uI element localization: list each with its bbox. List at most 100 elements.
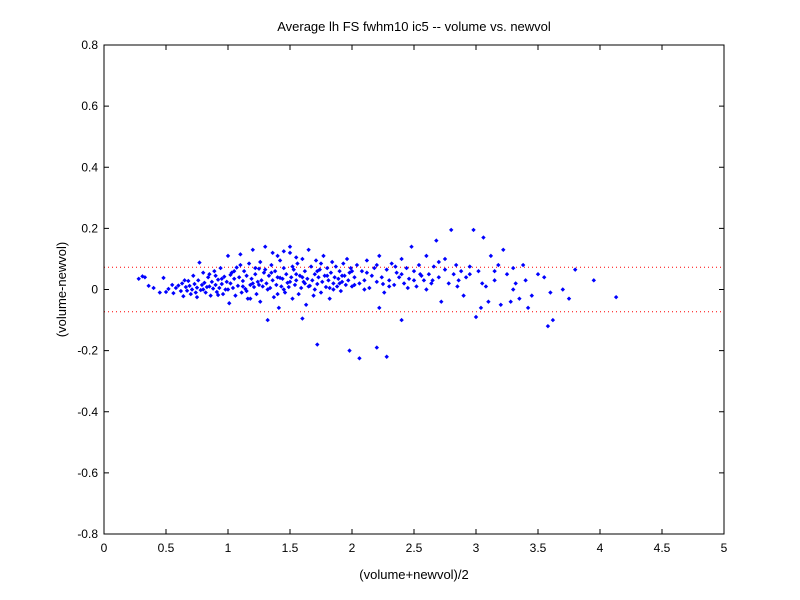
data-point [193,290,198,295]
data-point [254,291,259,297]
data-point [189,287,195,292]
data-point [306,284,311,289]
chart-title: Average lh FS fwhm10 ic5 -- volume vs. n… [277,19,551,34]
data-point [256,282,262,288]
data-point [275,253,280,259]
data-point [228,272,233,278]
data-point [357,356,362,361]
data-point [394,270,399,275]
data-point [281,287,286,292]
data-point [354,262,360,268]
data-point [456,278,461,283]
data-point [264,281,269,286]
y-tick-label: 0.8 [81,38,98,52]
data-point [296,291,301,297]
data-point [352,282,357,288]
data-point [488,253,494,259]
data-point [461,293,466,298]
data-point [276,305,282,311]
data-point [274,282,279,288]
data-point [186,278,191,284]
data-point [406,276,412,282]
y-tick-label: -0.2 [77,344,98,358]
data-point [362,278,367,283]
data-point [323,284,329,290]
data-point [203,290,208,295]
data-point [321,253,326,259]
data-point [188,291,193,297]
data-point [352,275,357,280]
data-point [508,299,513,304]
data-point [453,262,459,268]
data-point [277,275,283,281]
data-point [271,294,277,300]
data-point [377,305,382,311]
data-point [306,247,311,252]
data-point [473,314,479,320]
x-tick-label: 0.5 [158,541,175,555]
data-point [442,256,448,262]
data-point [331,281,336,286]
data-point [224,279,229,285]
data-point [357,281,362,286]
data-point [504,272,510,277]
x-tick-label: 2 [349,541,356,555]
data-point [399,317,404,323]
data-point [269,262,274,268]
data-point [308,264,314,269]
data-point [362,287,367,292]
data-point [191,273,196,278]
data-point [246,261,252,266]
data-point [404,265,409,271]
data-point [292,282,298,288]
x-tick-label: 1 [225,541,232,555]
data-point [409,244,414,249]
data-point [266,273,272,278]
data-point [287,279,293,285]
data-point [550,317,556,323]
data-point [218,265,223,271]
data-point [316,275,321,280]
data-point [322,273,327,278]
data-point [315,281,320,287]
data-point [140,274,145,279]
data-point [176,283,181,288]
data-point [208,293,213,298]
data-point [238,262,243,268]
x-tick-label: 3.5 [530,541,547,555]
data-point [240,284,246,289]
data-point [387,284,392,289]
data-point [545,323,551,329]
data-point [481,235,486,240]
data-point [431,264,437,269]
data-point [300,256,305,262]
data-point [339,273,345,278]
data-point [535,272,541,277]
data-point [364,258,370,263]
data-point [434,238,439,243]
data-point [342,273,347,278]
data-point [302,268,308,274]
data-point [181,294,186,299]
data-point [312,272,317,277]
data-point [387,278,392,283]
data-point [256,266,262,271]
data-point [393,264,398,269]
data-point [346,278,351,283]
data-point [197,260,202,265]
data-point [270,250,275,256]
data-point [328,270,334,275]
data-point [300,275,305,280]
data-point [331,287,336,292]
data-point [210,286,216,291]
data-point [302,281,308,286]
data-point [436,275,441,280]
data-point [222,274,227,279]
data-point [486,299,491,304]
data-point [332,275,337,280]
x-tick-label: 1.5 [282,541,299,555]
data-point [591,278,596,283]
data-point [173,285,179,291]
data-point [560,287,565,292]
data-point [178,288,184,294]
